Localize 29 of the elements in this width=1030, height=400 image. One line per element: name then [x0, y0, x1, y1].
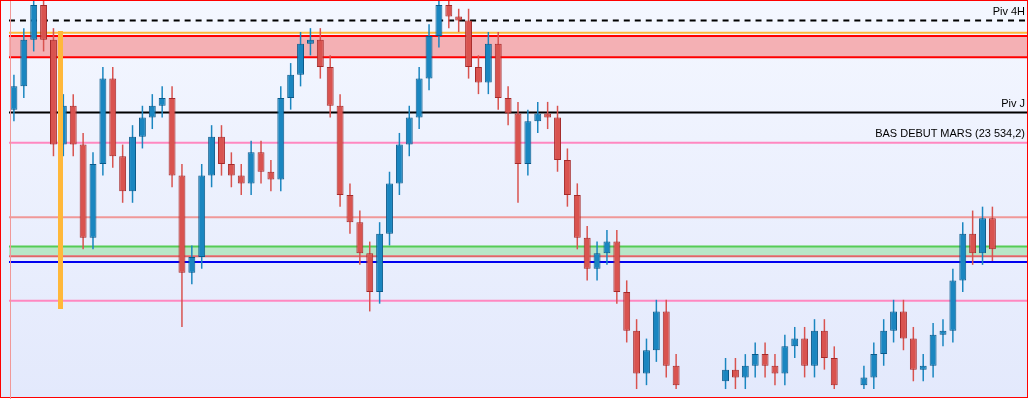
candlestick — [188, 244, 196, 286]
ref-line-label: BAS DEBUT MARS (23 534,2) — [875, 127, 1025, 140]
candlestick — [158, 85, 166, 119]
candlestick — [722, 357, 730, 390]
candlestick — [761, 341, 769, 379]
candlestick — [919, 353, 927, 383]
candlestick — [751, 341, 759, 379]
candlestick — [870, 341, 878, 390]
candlestick — [148, 93, 156, 130]
candlestick — [138, 105, 146, 150]
candlestick — [287, 62, 295, 111]
candlestick — [306, 27, 314, 57]
candlestick — [880, 318, 888, 367]
candlestick — [603, 229, 611, 266]
candlestick — [741, 353, 749, 390]
candlestick — [475, 54, 482, 95]
ref-line-label: Piv 4H — [992, 4, 1026, 17]
candlestick — [445, 1, 453, 29]
ref-line-label: Piv J — [1001, 97, 1025, 110]
candlestick — [227, 151, 235, 189]
candlestick — [890, 299, 898, 344]
candlestick — [672, 353, 680, 390]
candlestick — [267, 159, 275, 192]
candlestick — [11, 73, 17, 123]
candlestick — [860, 365, 868, 390]
candlestick — [969, 209, 977, 266]
candlestick — [594, 240, 600, 282]
candlestick — [643, 337, 650, 386]
candlestick — [504, 85, 512, 126]
